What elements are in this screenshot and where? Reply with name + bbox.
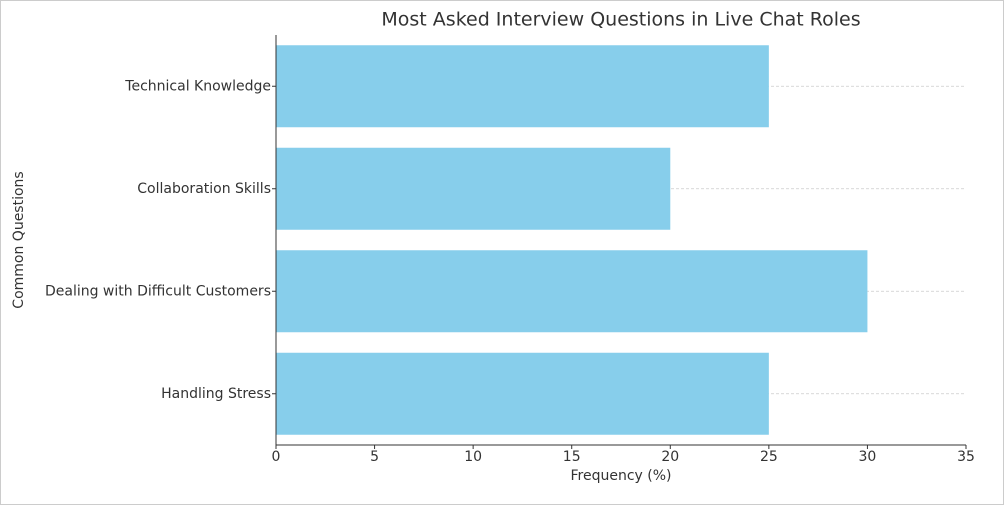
bar [276,147,671,230]
bar [276,352,769,435]
y-axis-label: Common Questions [11,171,27,308]
x-tick-label: 10 [464,449,482,465]
bar [276,45,769,128]
x-tick-label: 20 [661,449,679,465]
bar [276,250,868,333]
y-tick-label: Technical Knowledge [124,78,271,94]
y-tick-label: Handling Stress [161,386,271,402]
x-tick-label: 0 [272,449,281,465]
x-axis-label: Frequency (%) [570,468,671,484]
y-tick-label: Collaboration Skills [137,181,271,197]
x-tick-label: 35 [957,449,975,465]
x-tick-label: 5 [370,449,379,465]
x-tick-label: 25 [760,449,778,465]
x-tick-label: 30 [859,449,877,465]
x-tick-label: 15 [563,449,581,465]
chart-title: Most Asked Interview Questions in Live C… [381,9,860,31]
y-tick-label: Dealing with Difficult Customers [45,283,271,299]
